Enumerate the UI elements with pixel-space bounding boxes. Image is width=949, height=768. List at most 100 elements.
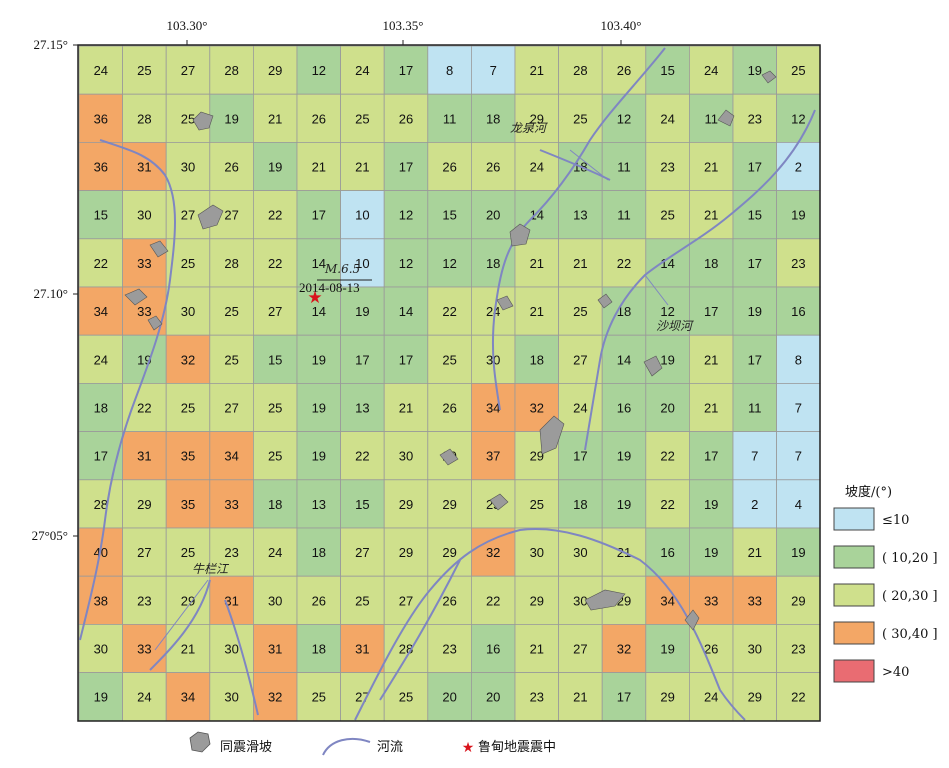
cell-value: 25 xyxy=(312,690,326,705)
landslide-14 xyxy=(597,293,613,309)
grid-cell xyxy=(252,141,298,191)
grid-cell xyxy=(340,575,385,625)
cell-value: 21 xyxy=(748,545,762,560)
cell-value: 20 xyxy=(486,208,500,223)
cell-value: 26 xyxy=(442,593,456,608)
cell-value: 21 xyxy=(704,208,718,223)
cell-value: 25 xyxy=(530,497,544,512)
grid-cell xyxy=(732,624,777,674)
epicenter: M.6.5 2014-08-13 ★ xyxy=(299,262,372,308)
cell-value: 20 xyxy=(442,690,456,705)
grid-cell xyxy=(383,238,429,288)
cell-value: 24 xyxy=(94,352,108,367)
cell-value: 21 xyxy=(704,160,718,175)
cell-value: 17 xyxy=(748,160,762,175)
cell-value: 12 xyxy=(399,208,413,223)
cell-value: 36 xyxy=(94,111,108,126)
grid-cell xyxy=(122,479,167,529)
cell-value: 33 xyxy=(224,497,238,512)
grid-cell xyxy=(340,672,385,722)
cell-value: 19 xyxy=(617,449,631,464)
cell-value: 17 xyxy=(617,690,631,705)
cell-value: 26 xyxy=(442,160,456,175)
cell-value: 20 xyxy=(486,690,500,705)
grid-cell xyxy=(514,334,559,384)
cell-value: 19 xyxy=(617,497,631,512)
cell-value: 27 xyxy=(181,63,195,78)
grid-cell xyxy=(645,479,690,529)
cell-value: 27 xyxy=(137,545,151,560)
river-main-bottom xyxy=(354,528,746,721)
grid-cell xyxy=(514,286,559,336)
landslide-3 xyxy=(149,240,169,258)
grid-cell xyxy=(776,527,821,577)
grid-cell xyxy=(209,238,254,288)
cell-value: 32 xyxy=(530,401,544,416)
cell-value: 24 xyxy=(530,160,544,175)
cell-value: 15 xyxy=(268,352,282,367)
cell-value: 11 xyxy=(704,111,718,126)
river-shaba xyxy=(584,109,816,451)
y-tick-label: 27.10° xyxy=(34,286,68,301)
legend-swatch xyxy=(833,659,875,683)
cell-value: 22 xyxy=(660,497,674,512)
x-axis: 103.30° 103.35° 103.40° xyxy=(167,18,641,45)
grid-cell xyxy=(558,431,603,481)
cell-value: 25 xyxy=(181,401,195,416)
cell-value: 18 xyxy=(94,401,108,416)
cell-value: 15 xyxy=(748,208,762,223)
landslide-2 xyxy=(197,204,224,230)
grid-cell xyxy=(470,238,516,288)
x-tick-label: 103.35° xyxy=(383,18,424,33)
landslide-8 xyxy=(539,415,565,455)
cell-value: 29 xyxy=(791,593,805,608)
grid-cell xyxy=(558,45,603,95)
label-niulan-river: 牛栏江 xyxy=(192,562,230,576)
grid-cell xyxy=(122,382,167,432)
cell-value: 27 xyxy=(399,593,413,608)
cell-value: 26 xyxy=(312,593,326,608)
grid-cell xyxy=(645,45,690,95)
grid-cell xyxy=(209,382,254,432)
grid-cell xyxy=(296,431,341,481)
bottom-legend: 同震滑坡 河流 ★ 鲁甸地震震中 xyxy=(189,731,556,756)
grid-cell xyxy=(340,382,385,432)
cell-value: 25 xyxy=(442,352,456,367)
cell-value: 33 xyxy=(704,593,718,608)
cell-value: 7 xyxy=(795,449,802,464)
cell-value: 21 xyxy=(181,642,195,657)
grid-cell xyxy=(645,431,690,481)
cell-value: 18 xyxy=(312,545,326,560)
cell-value: 27 xyxy=(355,690,369,705)
cell-value: 25 xyxy=(181,111,195,126)
grid-cell xyxy=(296,238,341,288)
cell-value: 29 xyxy=(268,63,282,78)
cell-value: 21 xyxy=(573,256,587,271)
cell-value: 37 xyxy=(486,449,500,464)
grid-cell xyxy=(165,45,211,95)
cell-value: 18 xyxy=(704,256,718,271)
cell-value: 17 xyxy=(399,352,413,367)
grid-cell xyxy=(427,479,472,529)
cell-value: 33 xyxy=(137,304,151,319)
cell-value: 21 xyxy=(573,690,587,705)
grid-cell xyxy=(383,382,429,432)
cell-value: 12 xyxy=(312,63,326,78)
cell-value: 16 xyxy=(486,642,500,657)
cell-value: 28 xyxy=(224,63,238,78)
x-tick-label: 103.30° xyxy=(167,18,208,33)
grid-cell xyxy=(427,624,472,674)
cell-value: 12 xyxy=(399,256,413,271)
cell-value: 27 xyxy=(268,304,282,319)
cell-value: 11 xyxy=(617,160,631,175)
cell-value: 24 xyxy=(704,690,718,705)
cell-value: 21 xyxy=(530,642,544,657)
cell-value: 29 xyxy=(442,497,456,512)
cell-value: 26 xyxy=(399,111,413,126)
rivers xyxy=(79,47,816,721)
cell-value: 32 xyxy=(617,642,631,657)
cell-value: 30 xyxy=(399,449,413,464)
cell-value: 32 xyxy=(268,690,282,705)
cell-value: 25 xyxy=(355,593,369,608)
cell-value: 29 xyxy=(399,545,413,560)
